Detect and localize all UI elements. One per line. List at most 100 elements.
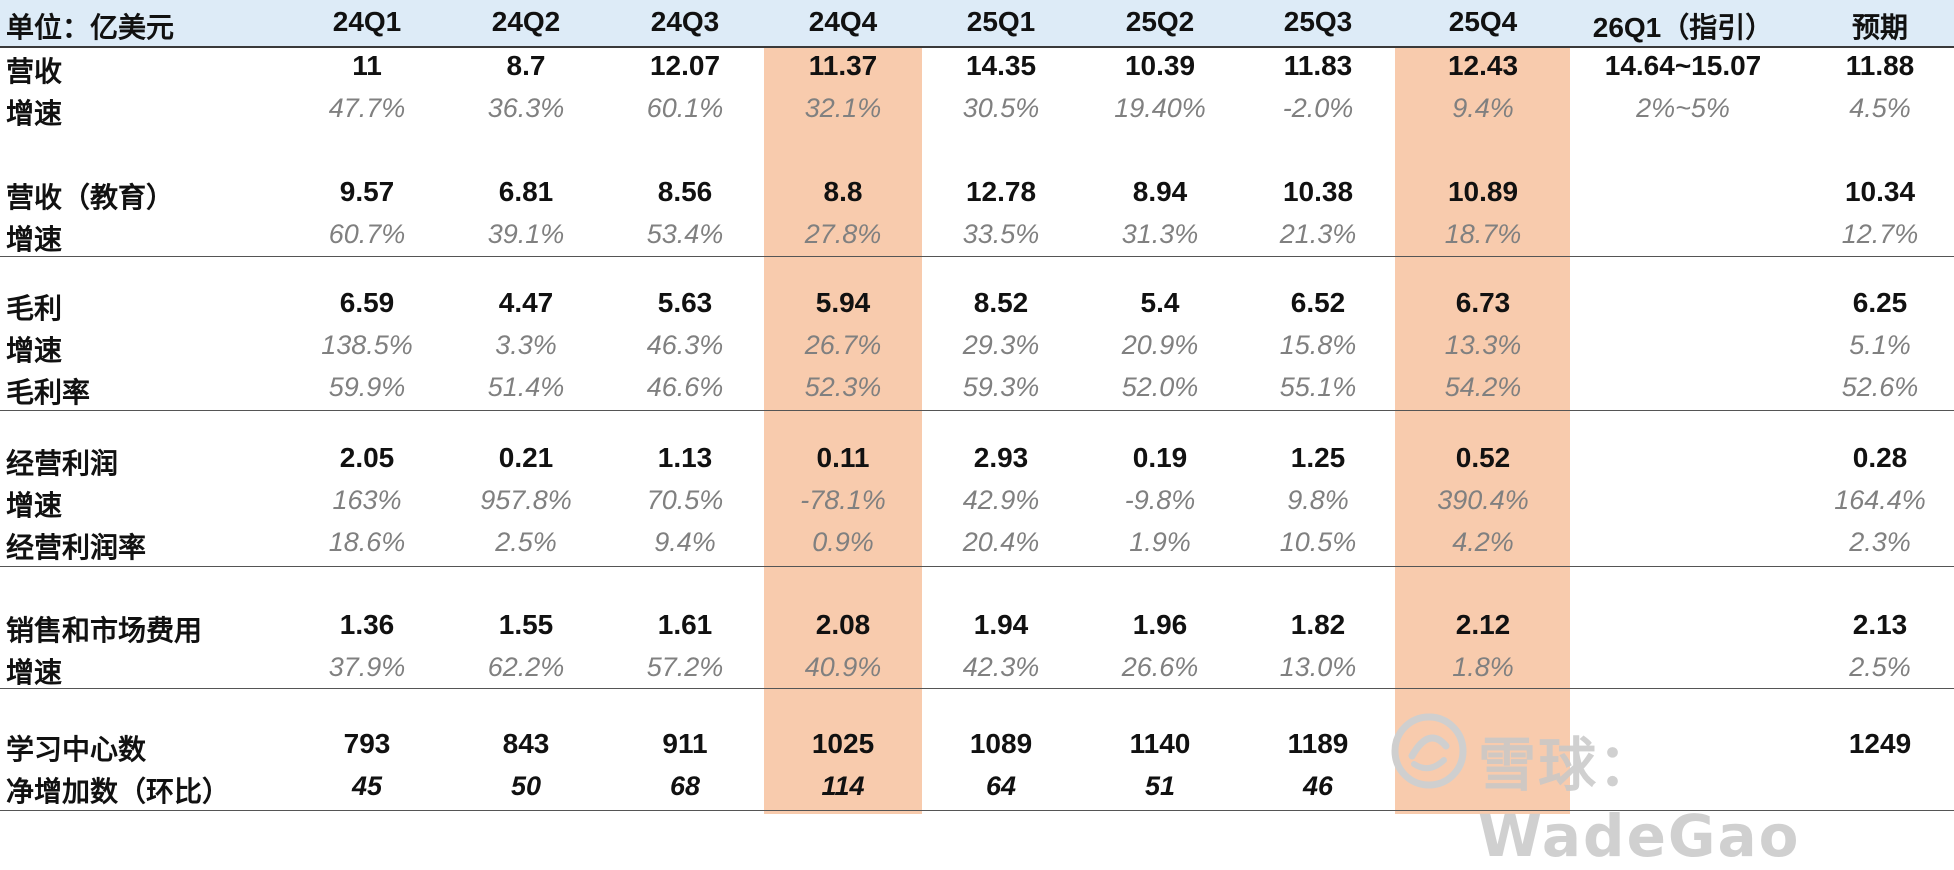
highlight-column-24q4: [764, 48, 922, 814]
row-label: 净增加数（环比）: [6, 776, 231, 807]
table-cell: 843: [502, 728, 550, 759]
table-cell: 9.4%: [654, 527, 716, 557]
table-cell: 2.5%: [495, 527, 557, 557]
row-label: 增速: [6, 224, 63, 255]
table-cell: 60.7%: [328, 219, 406, 249]
table-cell: 9.4%: [1452, 93, 1514, 123]
table-cell: 11: [352, 50, 382, 81]
row-label: 销售和市场费用: [6, 615, 203, 646]
table-cell: 47.7%: [328, 93, 406, 123]
table-cell: 138.5%: [321, 330, 413, 360]
row-label: 学习中心数: [6, 734, 147, 765]
row-label: 增速: [6, 335, 63, 366]
table-cell: 52.6%: [1841, 372, 1919, 402]
table-cell: 10.89: [1447, 176, 1519, 207]
column-header: 24Q4: [808, 6, 878, 37]
table-cell: 29.3%: [962, 330, 1040, 360]
table-cell: 26.6%: [1121, 652, 1199, 682]
column-header: 25Q3: [1283, 6, 1353, 37]
table-cell: -2.0%: [1282, 93, 1354, 123]
table-cell: 14.35: [965, 50, 1037, 81]
table-cell: 18.6%: [328, 527, 406, 557]
table-cell: 1025: [811, 728, 875, 759]
row-label: 增速: [6, 490, 63, 521]
table-cell: 31.3%: [1121, 219, 1199, 249]
table-cell: 114: [821, 771, 865, 801]
table-cell: 1.9%: [1129, 527, 1191, 557]
table-cell: 10.34: [1844, 176, 1916, 207]
table-cell: 8.94: [1132, 176, 1188, 207]
table-cell: 70.5%: [646, 485, 724, 515]
table-cell: 6.81: [498, 176, 554, 207]
table-cell: 15.8%: [1279, 330, 1357, 360]
column-header: 24Q2: [491, 6, 561, 37]
table-cell: 2%~5%: [1636, 93, 1730, 123]
table-cell: 1.36: [339, 609, 395, 640]
table-cell: 1.61: [657, 609, 713, 640]
table-cell: 52.0%: [1121, 372, 1199, 402]
table-cell: 26.7%: [804, 330, 882, 360]
table-cell: 8.56: [657, 176, 713, 207]
table-cell: -78.1%: [800, 485, 886, 515]
table-cell: 3.3%: [495, 330, 557, 360]
table-cell: 12.78: [965, 176, 1037, 207]
table-cell: 36.3%: [487, 93, 565, 123]
table-cell: 9.57: [339, 176, 395, 207]
table-cell: 1.55: [498, 609, 554, 640]
table-cell: 13.0%: [1279, 652, 1357, 682]
row-label: 增速: [6, 98, 63, 129]
column-header: 25Q4: [1448, 6, 1518, 37]
table-cell: 59.9%: [328, 372, 406, 402]
table-cell: 52.3%: [804, 372, 882, 402]
table-cell: 64: [985, 771, 1017, 801]
header-background: [0, 0, 1954, 46]
table-cell: 390.4%: [1437, 485, 1529, 515]
table-cell: 0.11: [816, 442, 870, 473]
table-cell: 20.9%: [1121, 330, 1199, 360]
table-cell: 2.93: [973, 442, 1029, 473]
table-cell: 5.1%: [1849, 330, 1911, 360]
section-divider: [0, 256, 1954, 257]
table-cell: 1249: [1848, 728, 1912, 759]
row-label: 毛利率: [6, 377, 91, 408]
table-cell: 2.12: [1455, 609, 1511, 640]
table-cell: 30.5%: [962, 93, 1040, 123]
table-cell: 32.1%: [804, 93, 882, 123]
table-cell: 2.3%: [1849, 527, 1911, 557]
column-header: 25Q2: [1125, 6, 1195, 37]
table-cell: 18.7%: [1444, 219, 1522, 249]
table-cell: 12.7%: [1841, 219, 1919, 249]
section-divider: [0, 566, 1954, 567]
table-cell: 5.4: [1140, 287, 1180, 318]
column-header: 25Q1: [966, 6, 1036, 37]
table-cell: 51: [1144, 771, 1176, 801]
row-label: 营收: [6, 56, 63, 87]
table-cell: 10.39: [1124, 50, 1196, 81]
table-cell: 8.7: [506, 50, 546, 81]
highlight-column-25q4: [1395, 48, 1570, 814]
table-cell: 57.2%: [646, 652, 724, 682]
table-cell: 9.8%: [1287, 485, 1349, 515]
column-header: 预期: [1851, 12, 1909, 43]
table-cell: 2.08: [815, 609, 871, 640]
table-cell: 12.07: [649, 50, 721, 81]
table-cell: 6.73: [1455, 287, 1511, 318]
table-cell: 13.3%: [1444, 330, 1522, 360]
table-cell: 37.9%: [328, 652, 406, 682]
column-header: 24Q3: [650, 6, 720, 37]
table-cell: 10.5%: [1279, 527, 1357, 557]
table-cell: 2.5%: [1849, 652, 1911, 682]
table-cell: 164.4%: [1834, 485, 1926, 515]
table-cell: 50: [510, 771, 542, 801]
table-cell: 42.3%: [962, 652, 1040, 682]
table-cell: 8.8: [823, 176, 863, 207]
table-cell: 1189: [1287, 728, 1349, 759]
table-cell: 42.9%: [962, 485, 1040, 515]
table-cell: 46.6%: [646, 372, 724, 402]
section-divider: [0, 688, 1954, 689]
table-cell: 53.4%: [646, 219, 724, 249]
table-cell: 6.59: [339, 287, 395, 318]
table-cell: 5.63: [657, 287, 713, 318]
table-cell: 46: [1302, 771, 1334, 801]
